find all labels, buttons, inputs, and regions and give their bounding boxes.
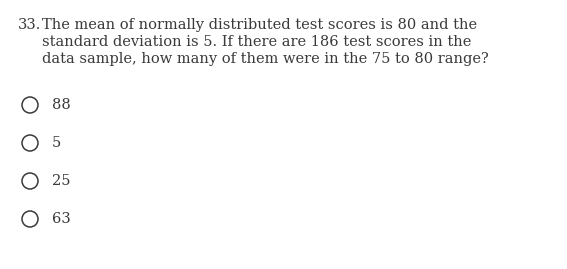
Text: 25: 25 bbox=[52, 174, 70, 188]
Text: standard deviation is 5. If there are 186 test scores in the: standard deviation is 5. If there are 18… bbox=[42, 35, 471, 49]
Text: 88: 88 bbox=[52, 98, 71, 112]
Text: The mean of normally distributed test scores is 80 and the: The mean of normally distributed test sc… bbox=[42, 18, 477, 32]
Text: 5: 5 bbox=[52, 136, 61, 150]
Text: 33.: 33. bbox=[18, 18, 41, 32]
Text: data sample, how many of them were in the 75 to 80 range?: data sample, how many of them were in th… bbox=[42, 52, 489, 66]
Text: 63: 63 bbox=[52, 212, 71, 226]
